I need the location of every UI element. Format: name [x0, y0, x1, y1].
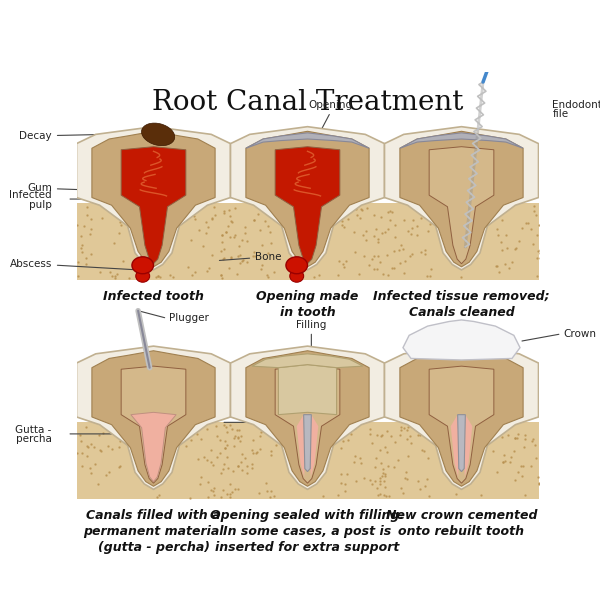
Text: Post: Post: [184, 418, 206, 427]
Polygon shape: [77, 346, 230, 490]
Polygon shape: [275, 146, 340, 264]
Text: Infected tissue removed;
Canals cleaned: Infected tissue removed; Canals cleaned: [373, 290, 550, 319]
Ellipse shape: [349, 399, 377, 422]
Polygon shape: [121, 366, 186, 483]
Text: Abscess: Abscess: [10, 259, 136, 270]
Text: Nerves,: Nerves,: [255, 180, 295, 190]
Ellipse shape: [195, 180, 223, 203]
Ellipse shape: [349, 180, 377, 203]
Polygon shape: [371, 203, 553, 280]
Polygon shape: [371, 422, 553, 499]
Polygon shape: [62, 422, 244, 499]
Polygon shape: [304, 415, 311, 472]
Text: Plugger: Plugger: [169, 313, 209, 323]
Polygon shape: [217, 203, 398, 280]
Text: Root Canal Treatment: Root Canal Treatment: [152, 89, 463, 116]
Polygon shape: [275, 366, 340, 483]
Polygon shape: [400, 133, 523, 148]
Ellipse shape: [503, 180, 531, 203]
Polygon shape: [230, 127, 385, 270]
Polygon shape: [429, 146, 494, 264]
Ellipse shape: [503, 399, 531, 422]
Polygon shape: [310, 415, 318, 477]
Polygon shape: [400, 351, 523, 486]
Polygon shape: [246, 351, 369, 486]
Text: Infected: Infected: [9, 190, 52, 200]
Text: blood: blood: [255, 188, 284, 199]
Polygon shape: [217, 422, 398, 499]
Ellipse shape: [392, 180, 420, 203]
Polygon shape: [400, 131, 523, 267]
Text: Decay: Decay: [19, 131, 141, 141]
Text: Bone: Bone: [220, 252, 281, 262]
Text: Gum: Gum: [27, 183, 83, 193]
Text: Opening: Opening: [308, 100, 353, 110]
Text: Filling: Filling: [296, 320, 326, 330]
Polygon shape: [297, 415, 305, 477]
Ellipse shape: [392, 399, 420, 422]
Ellipse shape: [136, 270, 149, 282]
Text: vessels: vessels: [255, 197, 293, 207]
Text: Opening made
in tooth: Opening made in tooth: [256, 290, 359, 319]
Polygon shape: [92, 351, 215, 486]
Polygon shape: [252, 354, 363, 368]
Ellipse shape: [84, 180, 112, 203]
Polygon shape: [121, 146, 186, 264]
Ellipse shape: [286, 257, 308, 274]
Text: Gutta -: Gutta -: [16, 425, 52, 435]
Polygon shape: [230, 346, 385, 490]
Polygon shape: [451, 415, 459, 477]
Ellipse shape: [142, 123, 175, 146]
Ellipse shape: [290, 270, 304, 282]
Polygon shape: [246, 133, 369, 148]
Polygon shape: [278, 365, 337, 415]
Text: Dentin: Dentin: [220, 142, 290, 152]
Ellipse shape: [84, 399, 112, 422]
Polygon shape: [385, 346, 539, 490]
Text: New crown cemented
onto rebuilt tooth: New crown cemented onto rebuilt tooth: [386, 509, 537, 538]
Text: percha: percha: [16, 434, 52, 444]
Text: Opening sealed with filling.
In some cases, a post is
inserted for extra support: Opening sealed with filling. In some cas…: [211, 509, 404, 554]
Ellipse shape: [195, 399, 223, 422]
Text: Canals filled with a
permanent material
(gutta - percha): Canals filled with a permanent material …: [83, 509, 224, 554]
Text: pulp: pulp: [29, 200, 52, 210]
Polygon shape: [385, 127, 539, 270]
Polygon shape: [403, 320, 520, 360]
Polygon shape: [246, 131, 369, 267]
Polygon shape: [77, 127, 230, 270]
Text: file: file: [553, 109, 568, 119]
Polygon shape: [458, 415, 466, 472]
Text: Infected tooth: Infected tooth: [103, 290, 204, 303]
Ellipse shape: [238, 399, 266, 422]
Text: Endodontic: Endodontic: [553, 100, 600, 110]
Polygon shape: [131, 412, 176, 482]
Ellipse shape: [238, 180, 266, 203]
Polygon shape: [429, 366, 494, 483]
Ellipse shape: [132, 257, 154, 274]
Polygon shape: [92, 131, 215, 267]
Polygon shape: [464, 415, 472, 477]
Polygon shape: [62, 203, 244, 280]
Text: Crown: Crown: [563, 329, 596, 339]
